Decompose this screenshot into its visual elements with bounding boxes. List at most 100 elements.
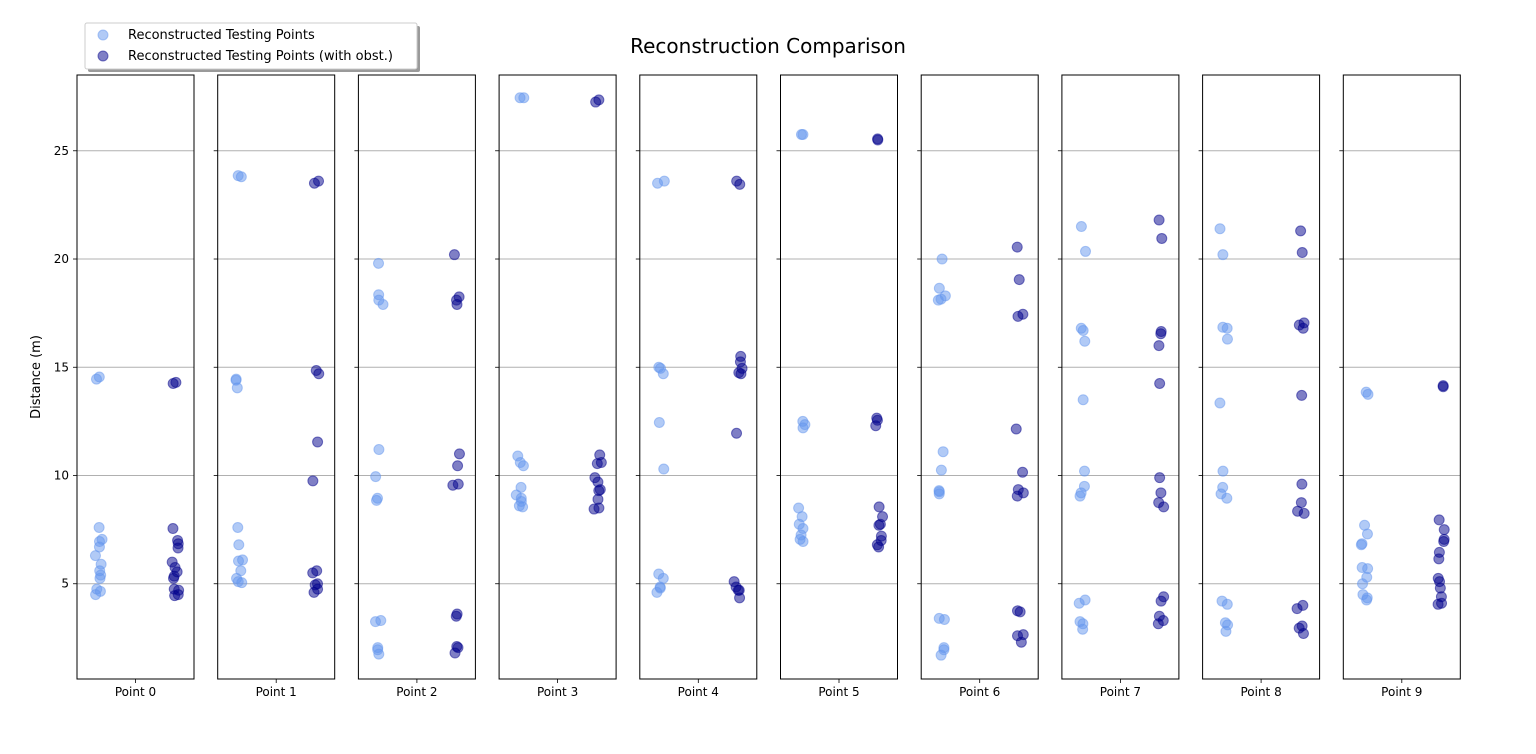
point-marker xyxy=(517,501,529,513)
point-marker-obst xyxy=(1433,553,1445,565)
point-marker xyxy=(94,572,106,584)
point-marker-obst xyxy=(307,567,319,579)
point-marker-obst xyxy=(312,436,324,448)
point-marker xyxy=(1075,221,1087,233)
point-marker-obst xyxy=(1013,274,1025,286)
y-tick-label: 20 xyxy=(54,252,69,266)
point-marker-obst xyxy=(453,448,465,460)
point-marker-obst xyxy=(1438,524,1450,536)
point-marker xyxy=(1214,397,1226,409)
point-marker-obst xyxy=(172,542,184,554)
point-marker xyxy=(1077,394,1089,406)
panel-frame xyxy=(920,74,1039,680)
point-marker-obst xyxy=(1015,636,1027,648)
x-tick-label: Point 3 xyxy=(537,685,578,699)
point-marker-obst xyxy=(1155,328,1167,340)
point-marker xyxy=(651,586,663,598)
y-tick-label: 10 xyxy=(54,469,69,483)
point-marker-obst xyxy=(870,420,882,432)
panel-frame xyxy=(1061,74,1180,680)
point-marker-obst xyxy=(1014,606,1026,618)
point-marker xyxy=(90,373,102,385)
point-marker xyxy=(935,464,947,476)
point-marker-obst xyxy=(731,427,743,439)
point-marker-obst xyxy=(1158,501,1170,513)
point-marker-obst xyxy=(1011,490,1023,502)
panel-5: Point 5 xyxy=(776,74,898,699)
point-marker-obst xyxy=(735,368,747,380)
point-marker xyxy=(1217,465,1229,477)
point-marker-obst xyxy=(1296,247,1308,259)
point-marker xyxy=(1077,324,1089,336)
point-marker-obst xyxy=(1153,214,1165,226)
point-marker-obst xyxy=(167,523,179,535)
y-tick-label: 5 xyxy=(61,577,69,591)
y-tick-label: 15 xyxy=(54,360,69,374)
point-marker-obst xyxy=(451,298,463,310)
point-marker-obst xyxy=(1011,241,1023,253)
point-marker-obst xyxy=(734,178,746,190)
panel-8: Point 8 xyxy=(1198,74,1321,699)
point-marker-obst xyxy=(1291,603,1303,615)
point-marker xyxy=(1080,245,1092,257)
point-marker xyxy=(1214,223,1226,235)
point-marker xyxy=(935,649,947,661)
point-marker-obst xyxy=(448,249,460,261)
point-marker-obst xyxy=(1432,598,1444,610)
point-marker xyxy=(370,471,382,483)
point-marker xyxy=(1074,490,1086,502)
point-marker-obst xyxy=(734,592,746,604)
point-marker-obst xyxy=(1433,514,1445,526)
point-marker-obst xyxy=(450,610,462,622)
point-marker-obst xyxy=(1154,472,1166,484)
point-marker xyxy=(1221,333,1233,345)
panel-7: Point 7 xyxy=(1057,74,1180,699)
point-marker-obst xyxy=(1155,487,1167,499)
point-marker-obst xyxy=(169,590,181,602)
point-marker xyxy=(657,368,669,380)
point-marker xyxy=(1362,388,1374,400)
panels-group: 5 10 15 20 25 Point 0 Point 1 Point 2 Point 3 Poi… xyxy=(54,74,1461,699)
point-marker xyxy=(233,539,245,551)
legend-label: Reconstructed Testing Points xyxy=(128,28,315,43)
point-marker xyxy=(653,416,665,428)
point-marker xyxy=(933,282,945,294)
point-marker xyxy=(1221,598,1233,610)
point-marker xyxy=(795,129,807,141)
y-axis-label: Distance (m) xyxy=(29,335,44,419)
point-marker xyxy=(797,422,809,434)
panel-4: Point 4 xyxy=(635,74,758,699)
point-marker xyxy=(517,460,529,472)
legend-marker xyxy=(97,29,109,41)
panel-frame xyxy=(498,74,617,680)
x-tick-label: Point 8 xyxy=(1240,685,1281,699)
point-marker xyxy=(89,550,101,562)
point-marker-obst xyxy=(1296,478,1308,490)
x-tick-label: Point 6 xyxy=(959,685,1000,699)
point-marker-obst xyxy=(168,572,180,584)
point-marker xyxy=(658,463,670,475)
legend-label: Reconstructed Testing Points (with obst.… xyxy=(128,49,393,64)
x-tick-label: Point 4 xyxy=(678,685,719,699)
point-marker xyxy=(373,444,385,456)
panel-6: Point 6 xyxy=(917,74,1039,699)
panel-frame xyxy=(780,74,898,680)
point-marker-obst xyxy=(307,475,319,487)
point-marker-obst xyxy=(591,458,603,470)
point-marker-obst xyxy=(873,519,885,531)
point-marker xyxy=(1079,335,1091,347)
point-marker xyxy=(518,92,530,104)
panel-frame xyxy=(1202,74,1321,680)
point-marker xyxy=(1357,578,1369,590)
point-marker xyxy=(1361,594,1373,606)
point-marker xyxy=(1077,623,1089,635)
point-marker xyxy=(937,446,949,458)
panel-9: Point 9 xyxy=(1339,74,1461,699)
point-marker-obst xyxy=(308,177,320,189)
point-marker xyxy=(231,382,243,394)
point-marker xyxy=(1079,465,1091,477)
panel-frame xyxy=(357,74,476,680)
x-tick-label: Point 1 xyxy=(256,685,297,699)
x-tick-label: Point 9 xyxy=(1381,685,1422,699)
